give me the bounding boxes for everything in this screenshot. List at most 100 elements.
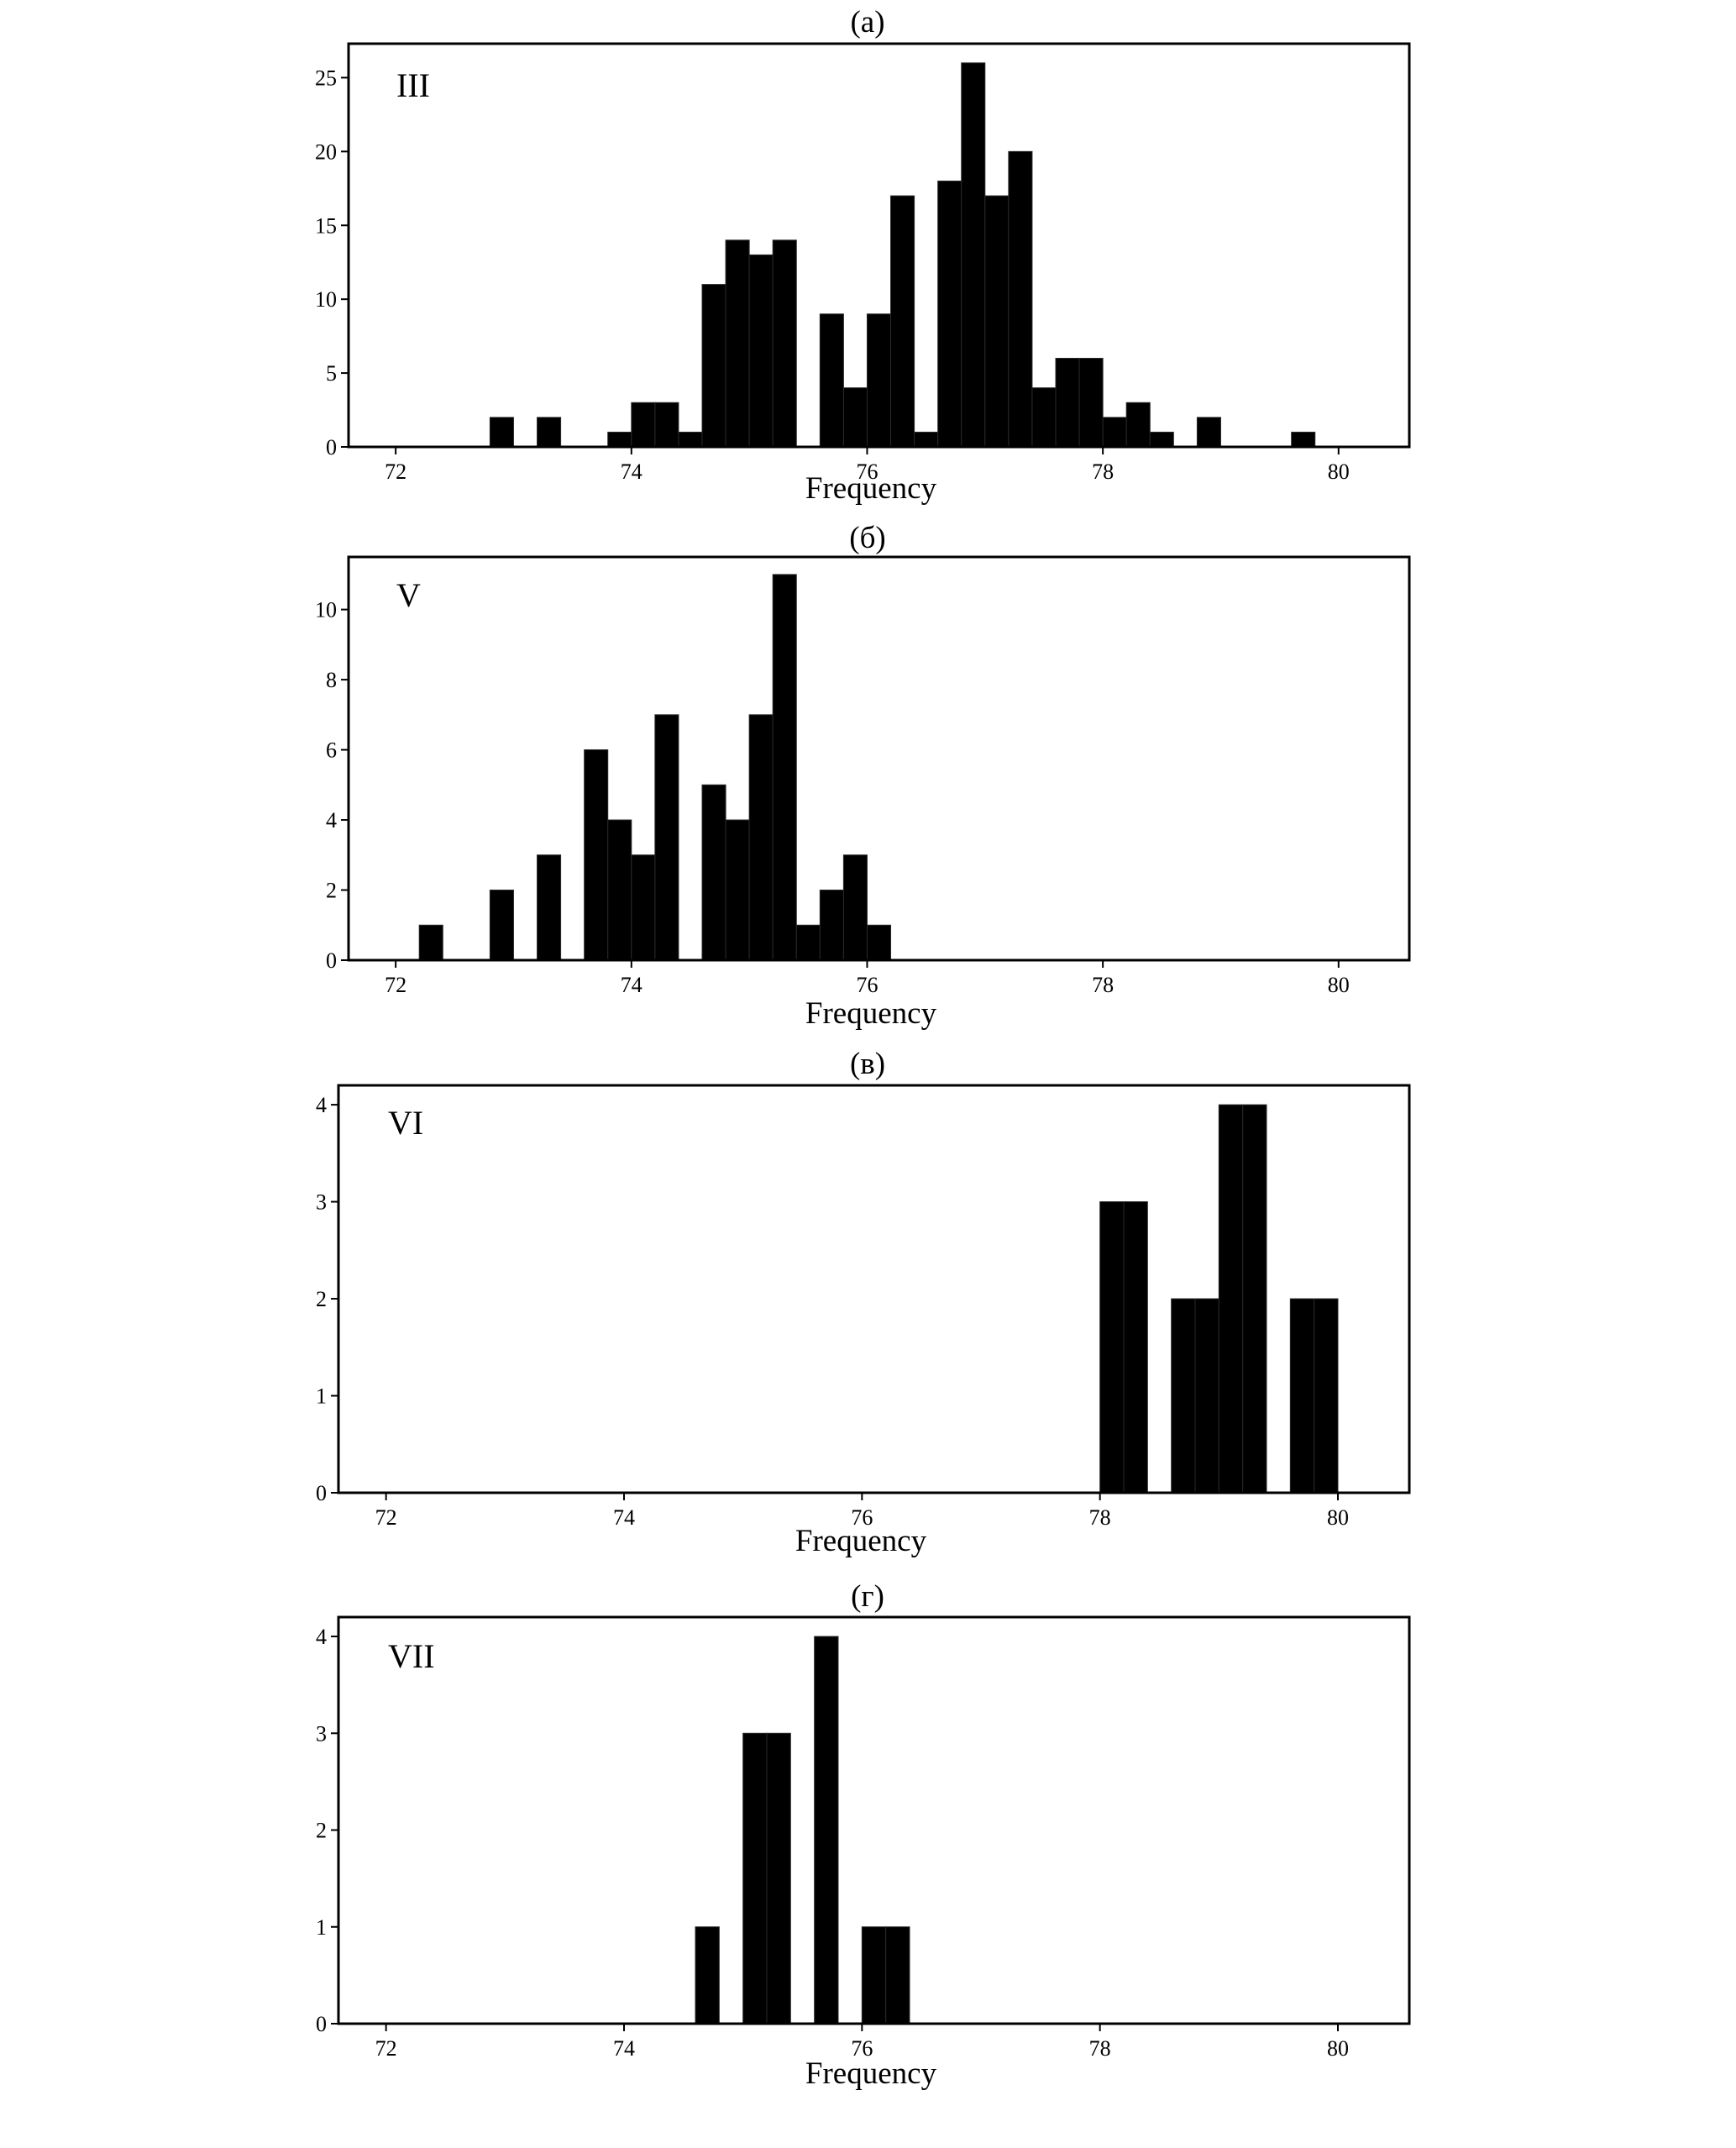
panel-b-bar-6 — [654, 714, 679, 961]
panel-d-bar-3 — [814, 1636, 839, 2025]
panel-b-y-tick-label-0: 0 — [326, 948, 337, 973]
panel-b-bar-9 — [748, 714, 774, 961]
panel-a-bar-26 — [1291, 431, 1316, 448]
panel-a-bar-24 — [1149, 431, 1174, 448]
panel-a-y-tick-label-3: 15 — [315, 213, 337, 238]
panel-c-x-tick-label-1: 74 — [613, 1505, 635, 1530]
panel-a-bar-3 — [631, 402, 656, 448]
panel-d-series-label: VII — [388, 1637, 435, 1675]
panel-a-bar-1 — [537, 417, 562, 448]
panel-a-bars — [489, 62, 1316, 448]
panel-c-y-tick-label-2: 2 — [316, 1287, 327, 1311]
panel-b-plot-frame — [347, 555, 1411, 962]
panel-c-bar-0 — [1099, 1201, 1125, 1494]
panel-a-bar-21 — [1078, 358, 1104, 448]
panel-d-y-axis: 0 1 2 3 4 — [316, 1625, 338, 2036]
panel-a-bar-18 — [1008, 150, 1033, 448]
panel-a-x-tick-label-1: 74 — [621, 460, 642, 484]
panel-a-plot-frame — [347, 42, 1411, 449]
panel-c-bar-7 — [1314, 1298, 1339, 1494]
panel-b-bar-14 — [866, 924, 892, 961]
panel-c-y-tick-label-3: 3 — [316, 1190, 327, 1215]
panel-a-bar-13 — [890, 195, 915, 448]
panel-b-y-tick-label-1: 2 — [326, 879, 337, 903]
panel-c-y-tick-label-1: 1 — [316, 1384, 327, 1409]
panel-d-bar-4 — [861, 1926, 887, 2025]
panel-b-y-tick-label-5: 10 — [315, 598, 337, 622]
panel-d-x-tick-label-2: 76 — [851, 2036, 873, 2061]
panel-d-bar-1 — [742, 1732, 768, 2025]
panel-c-series-label: VI — [388, 1104, 423, 1142]
panel-b-x-tick-label-2: 76 — [856, 973, 878, 997]
panel-c: (в) VI 72 74 76 78 80 0 1 2 3 4 Frequency — [316, 1047, 1411, 1558]
panel-c-bar-2 — [1171, 1298, 1196, 1494]
panel-a-x-axis: 72 74 76 78 80 — [385, 447, 1350, 484]
panel-b-x-tick-label-1: 74 — [621, 973, 642, 997]
panel-a-bar-0 — [489, 417, 514, 448]
panel-d-y-tick-label-3: 3 — [316, 1721, 327, 1746]
panel-a-bar-25 — [1196, 417, 1221, 448]
panel-c-bar-5 — [1242, 1104, 1267, 1494]
panel-a-bar-5 — [678, 431, 703, 448]
panel-d-bars — [695, 1636, 910, 2025]
panel-c-x-tick-label-0: 72 — [375, 1505, 397, 1530]
panel-a-bar-8 — [748, 254, 774, 448]
panel-a-bar-7 — [725, 239, 750, 448]
panel-a-bar-23 — [1125, 402, 1151, 448]
panel-a-bar-6 — [701, 284, 726, 448]
panel-b-x-tick-label-0: 72 — [385, 973, 406, 997]
panel-b-bar-13 — [842, 854, 868, 961]
panel-a-bar-11 — [842, 387, 868, 448]
panel-a-bar-15 — [937, 181, 962, 448]
panel-d-bar-5 — [885, 1926, 910, 2025]
panel-a-bar-17 — [984, 195, 1010, 448]
panel-d-x-axis: 72 74 76 78 80 — [375, 2024, 1349, 2061]
panel-a-x-axis-label: Frequency — [805, 471, 937, 506]
panel-a-bar-9 — [772, 239, 797, 448]
panel-b-bar-3 — [584, 749, 609, 961]
panel-b-bar-7 — [701, 784, 726, 961]
panel-c-x-tick-label-3: 78 — [1089, 1505, 1111, 1530]
panel-b-bar-12 — [819, 890, 844, 961]
panel-b-y-tick-label-4: 8 — [326, 668, 337, 692]
panel-b-bar-11 — [795, 924, 821, 961]
panel-b-y-axis: 0 2 4 6 8 10 — [315, 598, 349, 973]
panel-d-bar-2 — [766, 1732, 791, 2025]
panel-a-bar-2 — [607, 431, 632, 448]
panel-c-bar-1 — [1123, 1201, 1148, 1494]
panel-d-x-tick-label-0: 72 — [375, 2036, 397, 2061]
panel-d-y-tick-label-0: 0 — [316, 2012, 327, 2036]
panel-a-bar-22 — [1102, 417, 1127, 448]
panel-b-bar-1 — [489, 890, 514, 961]
panel-a-y-tick-label-2: 10 — [315, 287, 337, 312]
panel-d-y-tick-label-4: 4 — [316, 1625, 327, 1649]
panel-c-title: (в) — [850, 1047, 885, 1081]
panel-a-y-tick-label-4: 20 — [315, 139, 337, 164]
panel-d: (г) VII 72 74 76 78 80 0 1 2 3 4 Frequency — [316, 1579, 1411, 2091]
panel-c-bar-3 — [1194, 1298, 1219, 1494]
panel-b-bars — [418, 574, 892, 961]
panel-b-series-label: V — [396, 576, 421, 614]
panel-c-bars — [1099, 1104, 1339, 1494]
panel-a-bar-4 — [654, 402, 679, 448]
panel-b-bar-10 — [772, 574, 797, 961]
panel-a-x-tick-label-0: 72 — [385, 460, 406, 484]
panel-b-x-tick-label-3: 78 — [1092, 973, 1114, 997]
panel-b-title: (б) — [849, 521, 885, 555]
panel-a-y-axis: 0 5 10 15 20 25 — [315, 66, 349, 460]
panel-b-x-axis: 72 74 76 78 80 — [385, 960, 1350, 997]
panel-c-y-tick-label-4: 4 — [316, 1093, 327, 1117]
panel-c-x-tick-label-4: 80 — [1327, 1505, 1349, 1530]
panel-d-x-tick-label-1: 74 — [613, 2036, 635, 2061]
panel-b-bar-4 — [607, 819, 632, 961]
panel-d-title: (г) — [851, 1579, 884, 1614]
panel-a-bar-10 — [819, 313, 844, 448]
panel-c-y-tick-label-0: 0 — [316, 1481, 327, 1505]
panel-b-bar-8 — [725, 819, 750, 961]
panel-d-y-tick-label-2: 2 — [316, 1819, 327, 1843]
panel-b-y-tick-label-2: 4 — [326, 808, 337, 832]
panel-a-y-tick-label-5: 25 — [315, 66, 337, 90]
panel-b-x-axis-label: Frequency — [805, 996, 937, 1031]
panel-a-x-tick-label-3: 78 — [1092, 460, 1114, 484]
